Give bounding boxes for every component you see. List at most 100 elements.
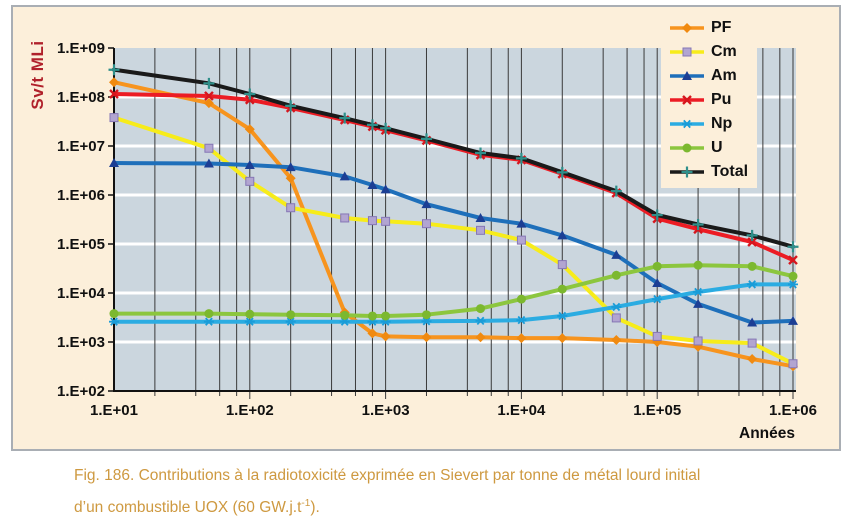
marker-square	[109, 113, 119, 123]
marker-asterisk	[747, 280, 758, 289]
marker-plus	[692, 219, 704, 231]
marker-circle	[747, 261, 757, 271]
figure-caption: Fig. 186. Contributions à la radiotoxici…	[74, 462, 814, 522]
x-tick-label: 1.E+02	[226, 402, 274, 419]
legend-marker-x-icon	[670, 95, 704, 105]
marker-diamond	[367, 328, 378, 339]
marker-plus	[787, 241, 799, 253]
marker-plus	[556, 166, 568, 178]
marker-circle	[652, 261, 662, 271]
marker-asterisk	[788, 280, 798, 289]
marker-triangle	[475, 212, 486, 222]
y-tick-label: 1.E+02	[57, 383, 105, 400]
x-tick-label: 1.E+05	[633, 402, 681, 419]
marker-plus	[746, 229, 758, 241]
marker-square	[421, 219, 431, 229]
marker-asterisk	[285, 317, 296, 326]
legend-label: PF	[711, 19, 732, 36]
marker-plus	[651, 209, 663, 221]
marker-asterisk	[421, 317, 432, 326]
marker-circle	[381, 311, 391, 321]
marker-circle	[557, 284, 567, 294]
marker-square	[693, 336, 703, 346]
marker-triangle	[380, 184, 391, 194]
legend-label: Am	[711, 67, 737, 84]
marker-circle	[421, 310, 431, 320]
caption-line-2-end: ).	[310, 499, 320, 517]
marker-diamond	[380, 331, 391, 342]
marker-square	[516, 235, 526, 245]
legend-label: Cm	[711, 43, 737, 60]
y-tick-label: 1.E+07	[57, 138, 105, 155]
marker-square	[245, 176, 255, 186]
marker-square	[788, 359, 798, 369]
legend-marker-circle-icon	[670, 143, 704, 153]
marker-diamond	[557, 333, 568, 344]
caption-superscript: -1	[301, 498, 311, 509]
series-line-U	[112, 263, 795, 318]
legend-item-Pu: Pu	[670, 89, 757, 111]
marker-diamond	[611, 334, 622, 345]
marker-asterisk	[516, 315, 527, 325]
marker-triangle	[557, 230, 568, 240]
marker-triangle	[421, 199, 432, 209]
marker-diamond	[421, 332, 432, 343]
marker-x	[204, 91, 214, 101]
legend-item-Np: Np	[670, 113, 757, 135]
marker-square	[381, 216, 391, 226]
legend-label: Np	[711, 115, 733, 132]
marker-diamond	[516, 333, 527, 344]
legend-marker-plus-icon	[670, 166, 704, 178]
legend-marker-diamond-icon	[670, 23, 704, 33]
marker-plus	[475, 147, 487, 159]
caption-line-2-text: d’un combustible UOX (60 GW.j.t	[74, 499, 302, 517]
chart-panel: 1.E+09 1.E+08 1.E+07 1.E+06 1.E+05 1.E+04 1.E+…	[11, 5, 841, 451]
marker-triangle	[285, 162, 296, 172]
marker-triangle	[747, 317, 758, 327]
marker-plus	[339, 112, 351, 124]
y-tick-label: 1.E+09	[57, 40, 105, 57]
marker-plus	[610, 185, 622, 197]
legend-label: Total	[711, 163, 749, 180]
marker-square	[367, 216, 377, 226]
marker-plus	[203, 77, 215, 89]
caption-line-1: Fig. 186. Contributions à la radiotoxici…	[74, 467, 701, 484]
marker-circle	[788, 271, 798, 281]
marker-x	[244, 94, 255, 105]
y-tick-label: 1.E+08	[57, 89, 105, 106]
marker-square	[747, 338, 757, 348]
marker-plus	[366, 119, 378, 131]
marker-diamond	[244, 124, 255, 135]
x-axis-title: Années	[739, 425, 795, 442]
legend: PF Cm Am Pu Np U Total	[661, 12, 757, 188]
marker-asterisk	[693, 287, 704, 297]
x-tick-label: 1.E+04	[497, 402, 546, 419]
legend-item-Am: Am	[670, 65, 757, 87]
marker-square	[476, 225, 486, 235]
series-line-Cm	[112, 115, 795, 366]
marker-square	[340, 213, 350, 223]
marker-circle	[476, 304, 486, 314]
legend-label: U	[711, 139, 723, 156]
marker-triangle	[203, 158, 214, 168]
marker-triangle	[367, 179, 378, 189]
series-line-Np	[112, 282, 795, 324]
marker-x	[788, 255, 798, 265]
marker-circle	[109, 309, 119, 319]
marker-asterisk	[109, 317, 119, 326]
series-line-Total	[112, 67, 795, 249]
marker-plus	[285, 100, 297, 112]
marker-triangle	[652, 277, 663, 287]
marker-circle	[367, 311, 377, 321]
marker-asterisk	[652, 294, 663, 304]
marker-circle	[204, 309, 214, 319]
marker-asterisk	[475, 316, 486, 326]
marker-square	[652, 331, 662, 341]
marker-square	[286, 203, 296, 213]
marker-x	[747, 237, 757, 247]
y-tick-label: 1.E+04	[57, 285, 106, 302]
legend-marker-square-icon	[670, 47, 704, 57]
marker-plus	[244, 88, 256, 100]
marker-triangle	[516, 218, 527, 228]
y-axis-title: Sv/t MLi	[28, 40, 47, 110]
